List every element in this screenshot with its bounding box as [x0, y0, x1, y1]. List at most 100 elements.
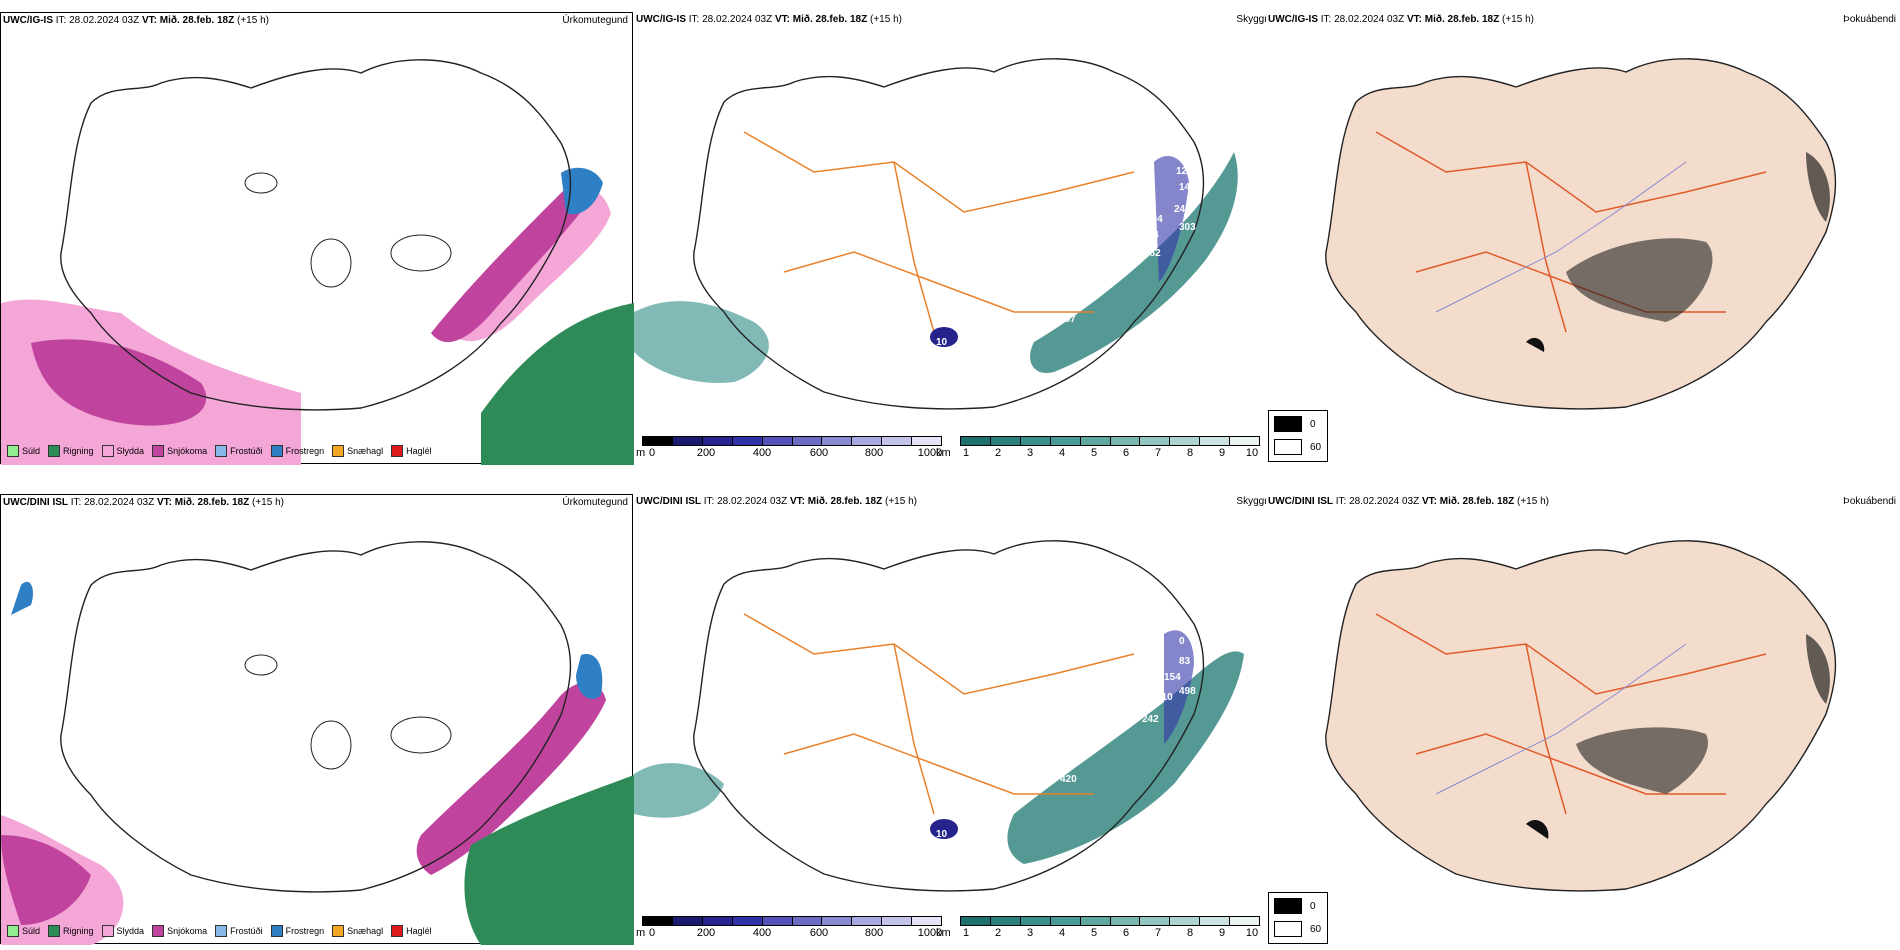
precip-legend: Súld Rigning Slydda Snjókoma Frostúði Fr…: [7, 445, 432, 457]
legend-swatch: [332, 445, 345, 457]
tick-label: 4: [1058, 927, 1066, 939]
legend-swatch: [152, 445, 165, 457]
legend-label: Frostúði: [230, 446, 263, 456]
legend-swatch: [215, 445, 228, 457]
iceland-fog-map-row1: [1325, 58, 1837, 410]
legend-label: Rigning: [63, 926, 94, 936]
map-label: 105: [1100, 722, 1117, 733]
vt-label: VT:: [1406, 14, 1422, 25]
iceland-visibility-map-row2: 0 83 154 498 410 242 222 105 757 523 420…: [634, 540, 1244, 892]
precip-type-panel-row1: UWC/IG-IS IT: 28.02.2024 03Z VT: Mið. 28…: [0, 12, 634, 465]
it-value: 28.02.2024 03Z: [69, 15, 140, 26]
iceland-visibility-map-row1: 126 148 242 404 273 303 324 382 189 54 1…: [634, 58, 1238, 410]
legend-item: Snjókoma: [152, 445, 207, 457]
legend-item: Rigning: [48, 445, 94, 457]
legend-swatch: [270, 925, 283, 937]
legend-item: Snjókoma: [152, 925, 207, 937]
lead-time: (+15 h): [1517, 496, 1549, 507]
legend-label: Súld: [22, 446, 41, 456]
tick-label: 7: [1154, 927, 1162, 939]
legend-swatch: [7, 925, 19, 937]
height-unit: m: [636, 447, 646, 459]
legend-label: Frostregn: [285, 926, 325, 936]
legend-label: Frostúði: [230, 926, 263, 936]
height-unit: m: [636, 927, 646, 939]
panel-header: UWC/IG-IS IT: 28.02.2024 03Z VT: Mið. 28…: [1268, 14, 1534, 25]
map-label: 242: [1142, 714, 1159, 725]
legend-item: Rigning: [48, 925, 94, 937]
tick-label: 1: [962, 447, 970, 459]
tick-label: 10: [1245, 447, 1259, 459]
panel-title: Þokuábendi: [1843, 496, 1896, 507]
tick-label: 1: [962, 927, 970, 939]
it-label: IT:: [55, 15, 67, 26]
iceland-fog-map-row2: [1325, 540, 1837, 892]
tick-label: 600: [809, 927, 829, 939]
panel-title: Skyggni: [1236, 14, 1272, 25]
legend-swatch: [48, 445, 61, 457]
map-label: 382: [1144, 248, 1161, 259]
fog-panel-row2: UWC/DINI ISL IT: 28.02.2024 03Z VT: Mið.…: [1266, 494, 1900, 944]
map-label: 523: [1058, 758, 1075, 769]
legend-label: Frostregn: [285, 446, 325, 456]
visibility-colorbar-swatches: [960, 436, 1260, 446]
map-label: 242: [1174, 204, 1191, 215]
map-label: 187: [1059, 314, 1076, 325]
it-label: IT:: [688, 14, 700, 25]
vt-value: Mið. 28.feb. 18Z: [807, 496, 883, 507]
vt-label: VT:: [774, 14, 790, 25]
tick-label: 1000: [917, 927, 943, 939]
legend-item: Haglél: [391, 445, 432, 457]
tick-label: 2: [994, 927, 1002, 939]
height-colorbar-ticks: m 0 200 400 600 800 1000: [636, 926, 943, 940]
tick-label: 5: [1090, 447, 1098, 459]
height-colorbar: m 0 200 400 600 800 1000: [636, 916, 943, 940]
tick-label: 9: [1218, 927, 1226, 939]
legend-swatch: [332, 925, 345, 937]
legend-item: Haglél: [391, 925, 432, 937]
map-label: 154: [1164, 672, 1181, 683]
black-swatch: [1274, 416, 1302, 432]
precip-legend: Súld Rigning Slydda Snjókoma Frostúði Fr…: [7, 925, 432, 937]
legend-item: Frostregn: [270, 925, 325, 937]
white-swatch: [1274, 439, 1302, 455]
tick-label: 7: [1154, 447, 1162, 459]
legend-label: Slydda: [116, 446, 145, 456]
legend-swatch: [7, 445, 19, 457]
lead-time: (+15 h): [1502, 14, 1534, 25]
it-label: IT:: [1335, 496, 1347, 507]
legend-item: Slydda: [101, 445, 145, 457]
legend-item: Frostúði: [215, 445, 263, 457]
tick-label: 400: [752, 447, 772, 459]
map-label: 126: [1176, 166, 1193, 177]
map-label: 189: [1114, 239, 1131, 250]
legend-swatch: [152, 925, 165, 937]
lead-time: (+15 h): [237, 15, 269, 26]
visibility-colorbar-ticks: km 1 2 3 4 5 6 7 8 9 10: [936, 926, 1260, 940]
it-label: IT:: [70, 497, 82, 508]
tick-label: 6: [1122, 927, 1130, 939]
iceland-precip-map-row1: [1, 59, 634, 465]
legend-label: Snjókoma: [167, 926, 208, 936]
legend-item: Frostregn: [270, 445, 325, 457]
vt-label: VT:: [789, 496, 805, 507]
vt-label: VT:: [156, 497, 172, 508]
white-swatch: [1274, 921, 1302, 937]
model-name: UWC/DINI ISL: [3, 497, 68, 508]
panel-title: Úrkomutegund: [562, 497, 628, 508]
visibility-panel-row1: 126 148 242 404 273 303 324 382 189 54 1…: [634, 12, 1272, 464]
panel-header: UWC/DINI ISL IT: 28.02.2024 03Z VT: Mið.…: [3, 497, 284, 508]
height-colorbar: m 0 200 400 600 800 1000: [636, 436, 943, 460]
tick-label: 1000: [917, 447, 943, 459]
legend-item: Slydda: [101, 925, 144, 937]
map-label: 273: [1126, 212, 1143, 223]
panel-header: UWC/DINI ISL IT: 28.02.2024 03Z VT: Mið.…: [1268, 496, 1549, 507]
tick-label: 800: [864, 447, 884, 459]
legend-item: Snæhagl: [332, 925, 383, 937]
precip-type-panel-row2: UWC/DINI ISL IT: 28.02.2024 03Z VT: Mið.…: [0, 494, 634, 945]
fog-panel-row1: UWC/IG-IS IT: 28.02.2024 03Z VT: Mið. 28…: [1266, 12, 1900, 464]
legend-item: Snæhagl: [332, 445, 383, 457]
tick-label: 6: [1122, 447, 1130, 459]
it-label: IT:: [1320, 14, 1332, 25]
model-name: UWC/DINI ISL: [636, 496, 701, 507]
